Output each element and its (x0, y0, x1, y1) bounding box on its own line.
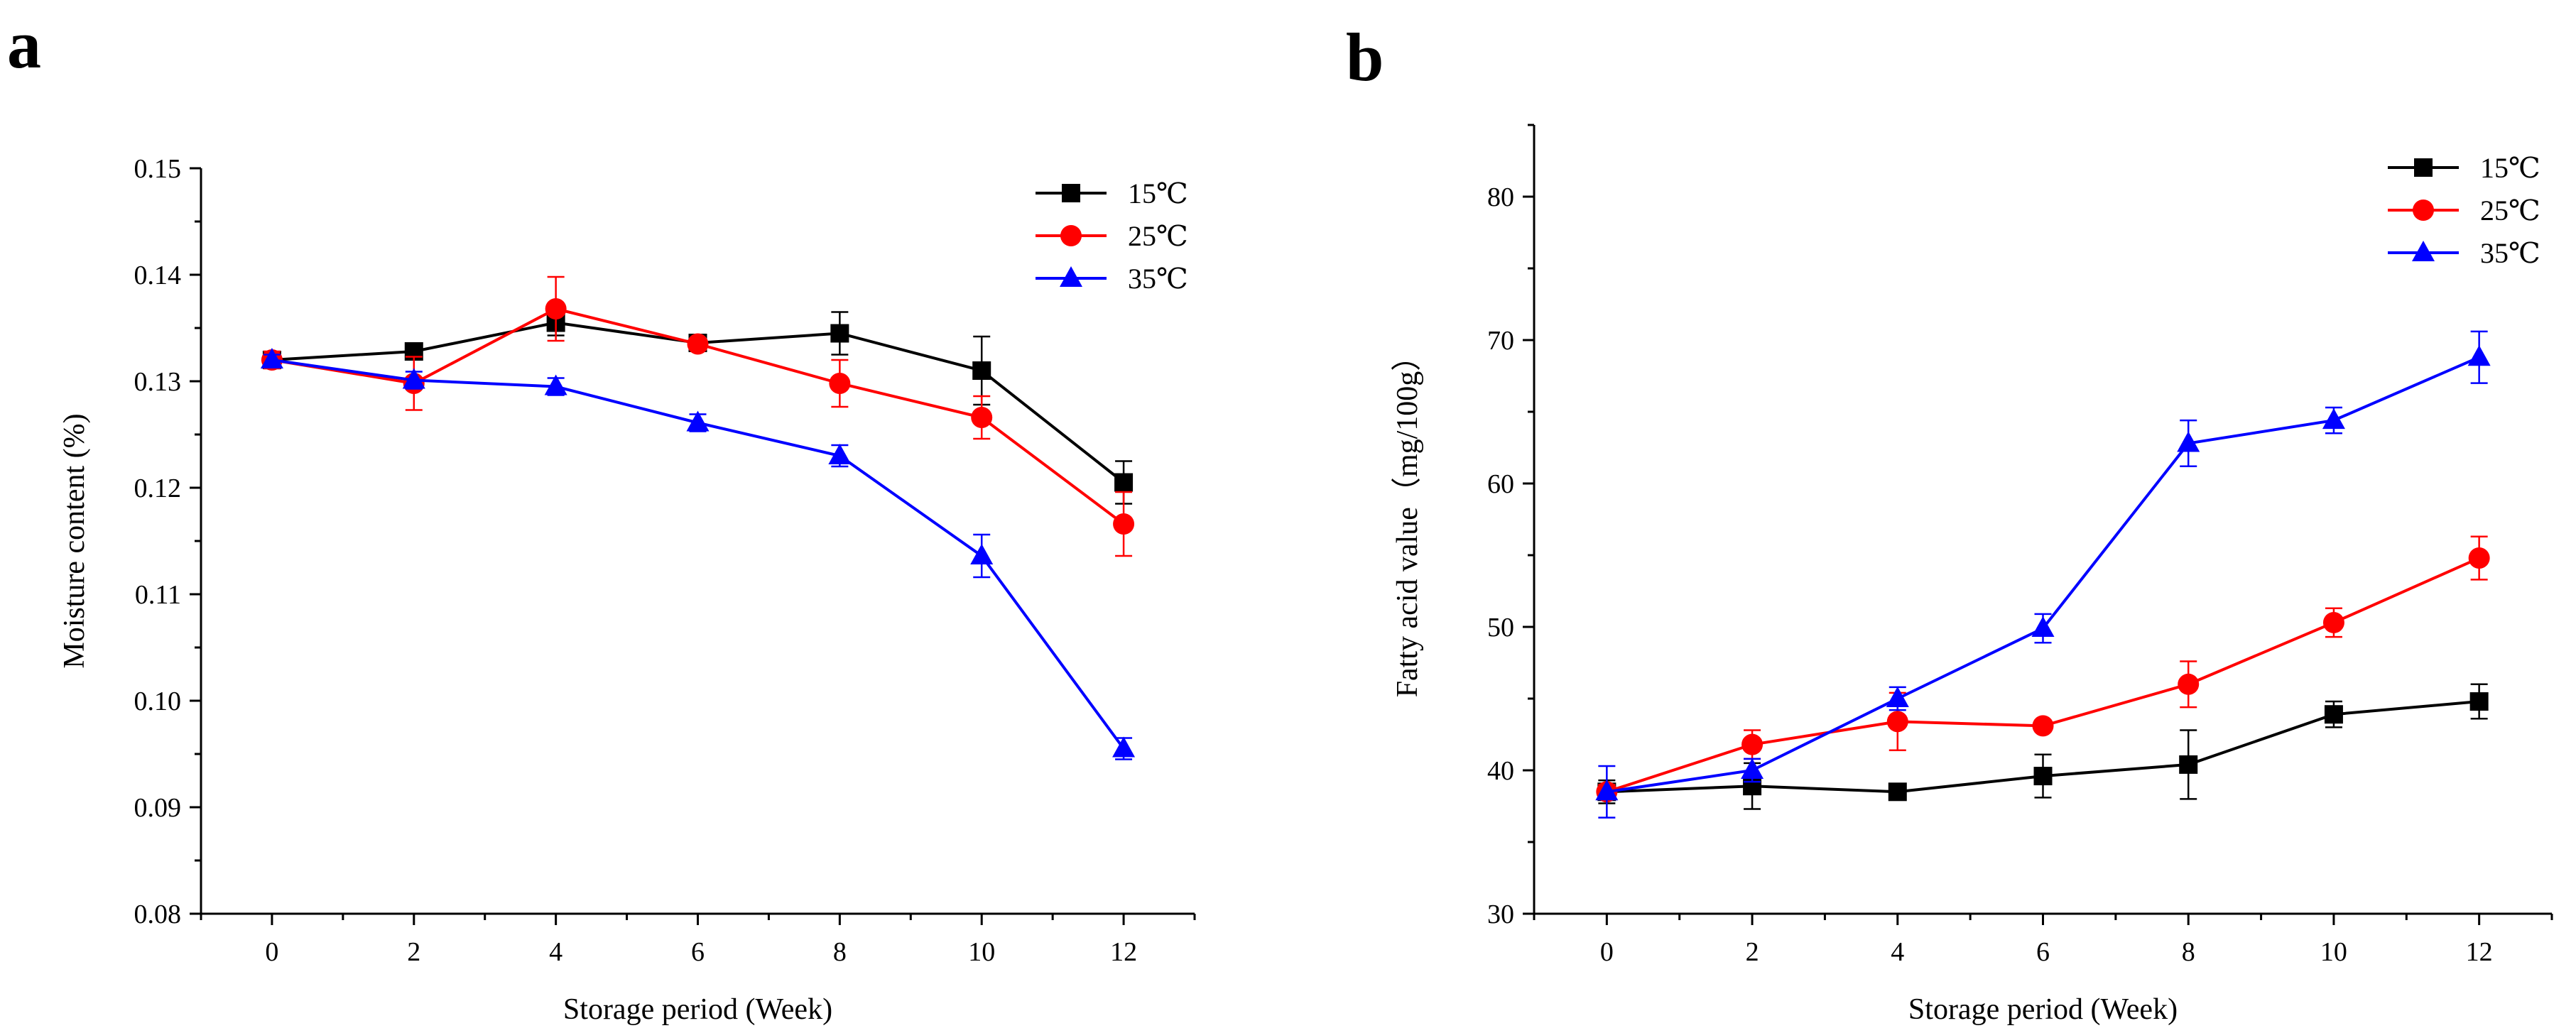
legend-marker (1062, 184, 1080, 202)
x-tick-label: 6 (2036, 937, 2050, 967)
y-tick-label: 70 (1487, 326, 1514, 356)
data-point (828, 444, 852, 464)
series-triangle (260, 348, 1136, 760)
legend-label: 25℃ (1128, 220, 1188, 252)
legend: 15℃ 25℃ 35℃ (1036, 177, 1188, 295)
data-point (2324, 705, 2343, 724)
x-tick-label: 10 (2320, 937, 2347, 967)
y-tick-label: 0.13 (134, 367, 182, 397)
legend-marker (2412, 241, 2435, 261)
data-point (2178, 673, 2200, 695)
y-tick-label: 0.12 (134, 474, 182, 503)
data-point (1888, 782, 1907, 802)
data-point (686, 410, 710, 432)
x-tick-label: 12 (1110, 937, 1137, 967)
legend-label: 15℃ (2480, 152, 2540, 184)
panel-b-fatty-acid-chart: b 30 40 50 60 70 80 0 2 4 6 8 10 12 Storage period (We… (1346, 19, 2553, 1026)
y-tick-label: 60 (1487, 469, 1514, 499)
data-point (1112, 736, 1136, 758)
legend-label: 25℃ (2480, 195, 2540, 226)
x-tick-label: 0 (1600, 937, 1614, 967)
series-square (1597, 683, 2489, 810)
data-point (2032, 715, 2054, 737)
legend-marker (1060, 225, 1082, 246)
data-point (2179, 755, 2198, 774)
x-tick-label: 12 (2466, 937, 2493, 967)
y-tick-label: 0.10 (134, 687, 182, 716)
data-point (970, 544, 994, 564)
data-point (402, 368, 425, 389)
data-point (1886, 687, 1909, 707)
x-axis-title: Storage period (Week) (1908, 993, 2178, 1026)
x-tick-label: 8 (833, 937, 847, 967)
data-point (2467, 345, 2491, 366)
data-point (544, 374, 567, 395)
legend-label: 35℃ (1128, 263, 1188, 295)
data-point (2031, 616, 2055, 638)
series-triangle (1595, 330, 2491, 819)
data-point (971, 407, 993, 428)
legend: 15℃ 25℃ 35℃ (2388, 152, 2540, 269)
data-point (2469, 692, 2489, 711)
x-tick-label: 6 (691, 937, 705, 967)
x-tick-label: 0 (265, 937, 278, 967)
data-point (1741, 733, 1763, 755)
data-point (2468, 547, 2490, 569)
data-point (1114, 473, 1134, 492)
legend-label: 15℃ (1128, 177, 1188, 209)
x-tick-label: 10 (968, 937, 995, 967)
data-point (829, 373, 851, 394)
panel-a-moisture-chart: a 0.08 0.09 0.10 0.11 0.12 0.13 0.14 0.15 0 2 4 6 8 10… (7, 6, 1196, 1026)
y-tick-label: 30 (1487, 900, 1514, 929)
panel-label: b (1346, 19, 1384, 95)
y-tick-label: 80 (1487, 182, 1514, 212)
y-tick-label: 0.08 (134, 900, 182, 929)
data-point (2177, 431, 2200, 452)
x-axis-title: Storage period (Week) (563, 993, 832, 1026)
y-tick-label: 0.09 (134, 793, 182, 823)
data-point (1886, 711, 1908, 733)
y-tick-label: 50 (1487, 613, 1514, 643)
legend-label: 35℃ (2480, 237, 2540, 269)
data-point (1595, 780, 1619, 801)
data-point (2322, 611, 2344, 633)
data-point (687, 333, 709, 355)
data-point (260, 348, 283, 368)
data-point (1113, 513, 1135, 535)
y-tick-label: 0.14 (134, 261, 182, 290)
panel-label: a (7, 6, 41, 82)
x-tick-label: 4 (549, 937, 563, 967)
data-point (830, 324, 849, 343)
y-tick-label: 0.15 (134, 154, 182, 184)
legend-marker (2414, 158, 2433, 177)
y-axis-title: Moisture content (%) (58, 413, 91, 668)
legend-marker (1060, 266, 1082, 287)
y-axis-title: Fatty acid value（mg/100g） (1391, 341, 1424, 698)
data-point (2322, 408, 2345, 430)
data-point (972, 361, 991, 380)
x-tick-label: 2 (407, 937, 420, 967)
y-tick-label: 0.11 (135, 580, 181, 610)
y-tick-label: 40 (1487, 756, 1514, 786)
x-tick-label: 8 (2182, 937, 2195, 967)
x-tick-label: 2 (1746, 937, 1759, 967)
data-point (2033, 767, 2053, 786)
data-point (545, 298, 567, 319)
x-tick-label: 4 (1891, 937, 1904, 967)
legend-marker (2413, 200, 2434, 221)
data-point (1741, 758, 1764, 779)
